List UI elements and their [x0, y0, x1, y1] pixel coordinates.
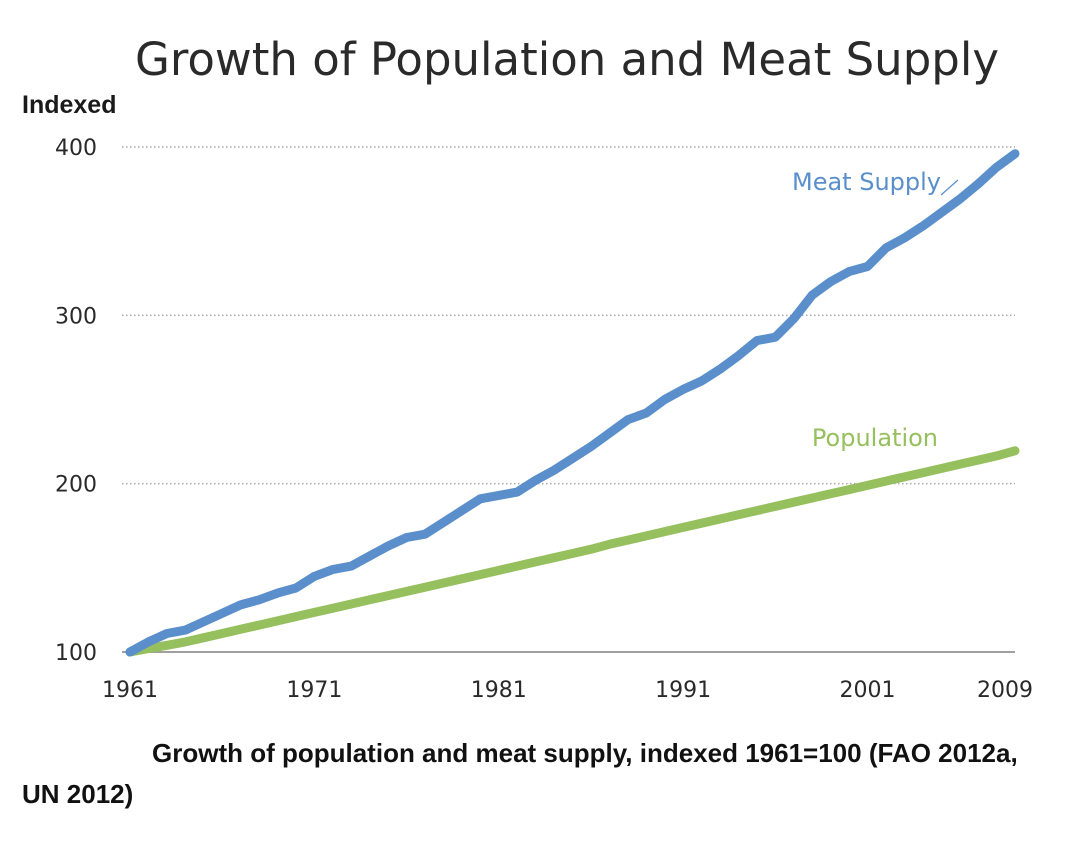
series-label-population: Population	[812, 424, 938, 452]
y-tick-labels: 100 200 300 400	[55, 136, 97, 666]
x-tick-label-1971: 1971	[286, 678, 342, 703]
meat-supply-label-pointer	[940, 179, 959, 196]
series-line-population	[125, 446, 1020, 657]
series-lines	[125, 149, 1020, 657]
x-tick-labels: 1961 1971 1981 1991 2001 2009	[102, 678, 1033, 703]
y-tick-label-100: 100	[55, 641, 97, 666]
y-tick-label-300: 300	[55, 304, 97, 329]
chart-title: Growth of Population and Meat Supply	[135, 33, 999, 86]
x-tick-label-1981: 1981	[471, 678, 527, 703]
x-tick-label-2001: 2001	[840, 678, 896, 703]
series-line-meat-supply	[125, 149, 1020, 657]
y-tick-label-200: 200	[55, 473, 97, 498]
x-tick-label-1991: 1991	[655, 678, 711, 703]
figure-caption: Growth of population and meat supply, in…	[22, 738, 1018, 809]
x-tick-label-2009: 2009	[977, 678, 1033, 703]
y-axis-title: Indexed	[22, 91, 116, 119]
x-tick-label-1961: 1961	[102, 678, 158, 703]
chart: Growth of Population and Meat Supply Ind…	[22, 33, 1033, 703]
series-label-meat-supply: Meat Supply	[792, 168, 941, 196]
gridlines	[122, 146, 1015, 653]
y-tick-label-400: 400	[55, 136, 97, 161]
